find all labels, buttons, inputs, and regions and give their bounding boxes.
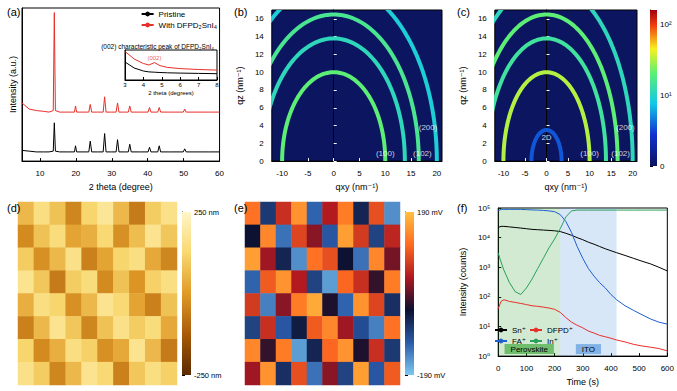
svg-text:2: 2 <box>259 139 264 148</box>
svg-text:4: 4 <box>482 121 487 130</box>
svg-text:15: 15 <box>607 169 616 178</box>
svg-text:ITO: ITO <box>582 345 595 354</box>
svg-text:8: 8 <box>259 85 264 94</box>
svg-text:20: 20 <box>432 169 441 178</box>
svg-text:8: 8 <box>482 85 487 94</box>
svg-text:Time (s): Time (s) <box>566 377 599 387</box>
svg-text:0: 0 <box>482 157 487 166</box>
svg-text:50: 50 <box>179 169 188 178</box>
svg-text:20: 20 <box>71 169 80 178</box>
svg-text:10¹: 10¹ <box>660 91 672 100</box>
svg-text:(002): (002) <box>147 55 161 61</box>
svg-text:10: 10 <box>255 68 264 77</box>
svg-text:10³: 10³ <box>479 263 491 272</box>
svg-text:10: 10 <box>36 169 45 178</box>
svg-text:(002) characteristic peak of D: (002) characteristic peak of DFPD₂SnI₄ <box>101 43 214 51</box>
svg-text:5: 5 <box>357 169 362 178</box>
svg-text:600: 600 <box>661 364 675 373</box>
svg-text:200: 200 <box>548 364 562 373</box>
svg-text:0: 0 <box>660 162 665 171</box>
svg-text:190 mV: 190 mV <box>417 208 443 217</box>
svg-text:400: 400 <box>604 364 618 373</box>
svg-text:4: 4 <box>142 82 146 88</box>
svg-text:250 nm: 250 nm <box>194 208 219 217</box>
svg-text:-190 mV: -190 mV <box>417 371 445 380</box>
svg-text:12: 12 <box>255 50 264 59</box>
svg-text:-5: -5 <box>521 169 529 178</box>
svg-text:10²: 10² <box>660 20 672 29</box>
svg-text:Perovskite: Perovskite <box>511 345 549 354</box>
svg-text:5: 5 <box>566 169 571 178</box>
svg-text:300: 300 <box>576 364 590 373</box>
svg-text:14: 14 <box>255 32 264 41</box>
svg-text:Intensity (a.u.): Intensity (a.u.) <box>8 56 18 113</box>
svg-text:2 theta (degrees): 2 theta (degrees) <box>148 90 194 96</box>
svg-text:(100): (100) <box>580 149 599 158</box>
svg-text:(100): (100) <box>376 149 395 158</box>
svg-text:100: 100 <box>520 364 534 373</box>
svg-text:(a): (a) <box>7 6 20 18</box>
svg-text:qxy (nm⁻¹): qxy (nm⁻¹) <box>336 182 379 192</box>
svg-text:(102): (102) <box>611 149 630 158</box>
svg-text:qxy (nm⁻¹): qxy (nm⁻¹) <box>545 182 588 192</box>
svg-text:qz (nm⁻¹): qz (nm⁻¹) <box>235 66 245 104</box>
svg-text:(200): (200) <box>419 123 438 132</box>
svg-text:16: 16 <box>478 14 487 23</box>
svg-text:10⁴: 10⁴ <box>478 233 491 242</box>
svg-text:10: 10 <box>478 68 487 77</box>
svg-text:8: 8 <box>215 82 219 88</box>
svg-text:6: 6 <box>482 103 487 112</box>
svg-text:500: 500 <box>632 364 646 373</box>
svg-text:2D: 2D <box>541 133 551 142</box>
svg-text:qz (nm⁻¹): qz (nm⁻¹) <box>458 66 468 104</box>
svg-text:20: 20 <box>628 169 637 178</box>
svg-text:0: 0 <box>331 169 336 178</box>
svg-text:Sn⁺: Sn⁺ <box>512 326 526 335</box>
svg-text:30: 30 <box>107 169 116 178</box>
svg-text:10: 10 <box>585 169 594 178</box>
svg-text:In⁺: In⁺ <box>547 337 558 346</box>
svg-text:2 theta (degree): 2 theta (degree) <box>89 182 153 192</box>
svg-text:(c): (c) <box>457 6 470 18</box>
svg-text:-10: -10 <box>276 169 288 178</box>
svg-text:3: 3 <box>123 82 127 88</box>
svg-text:(f): (f) <box>457 202 467 214</box>
svg-text:6: 6 <box>259 103 264 112</box>
svg-text:DFPD⁺: DFPD⁺ <box>547 326 573 335</box>
svg-text:0: 0 <box>496 364 501 373</box>
svg-text:10⁰: 10⁰ <box>478 352 490 361</box>
svg-text:6: 6 <box>179 82 183 88</box>
svg-text:14: 14 <box>478 32 487 41</box>
svg-text:0: 0 <box>259 157 264 166</box>
svg-text:12: 12 <box>478 50 487 59</box>
svg-text:10⁵: 10⁵ <box>478 204 490 213</box>
svg-text:7: 7 <box>197 82 201 88</box>
svg-text:16: 16 <box>255 14 264 23</box>
svg-text:(d): (d) <box>7 202 20 214</box>
svg-text:-10: -10 <box>498 169 510 178</box>
svg-text:4: 4 <box>259 121 264 130</box>
svg-text:(e): (e) <box>234 202 247 214</box>
svg-text:Intensity (counts): Intensity (counts) <box>458 248 468 317</box>
svg-text:(102): (102) <box>413 149 432 158</box>
svg-text:(b): (b) <box>234 6 247 18</box>
svg-text:40: 40 <box>143 169 152 178</box>
svg-text:-250 nm: -250 nm <box>194 371 222 380</box>
svg-text:(200): (200) <box>616 123 635 132</box>
svg-text:15: 15 <box>407 169 416 178</box>
svg-text:5: 5 <box>160 82 164 88</box>
svg-text:10²: 10² <box>479 292 491 301</box>
svg-text:10¹: 10¹ <box>479 322 491 331</box>
svg-text:Pristine: Pristine <box>159 10 186 19</box>
svg-text:With DFPD₂SnI₄: With DFPD₂SnI₄ <box>159 21 217 30</box>
svg-text:0: 0 <box>544 169 549 178</box>
svg-text:-5: -5 <box>304 169 312 178</box>
svg-text:10: 10 <box>381 169 390 178</box>
svg-text:2: 2 <box>482 139 487 148</box>
svg-text:60: 60 <box>215 169 224 178</box>
svg-text:FA⁺: FA⁺ <box>512 337 526 346</box>
